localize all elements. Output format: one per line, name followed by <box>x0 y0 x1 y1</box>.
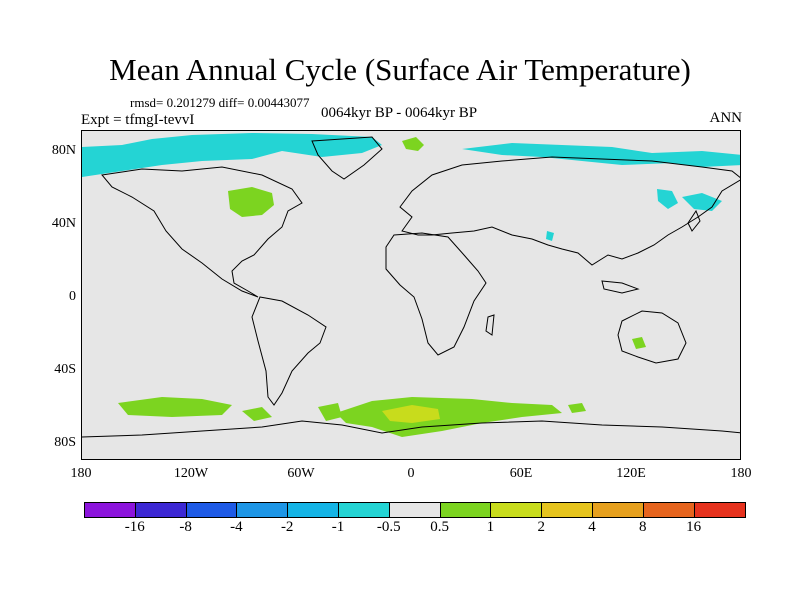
colorbar-label: 0.5 <box>430 519 449 535</box>
coastlines <box>82 136 740 438</box>
y-tick-label: 80N <box>51 143 76 158</box>
y-tick-label: 40S <box>54 362 76 377</box>
colorbar-box <box>338 503 390 517</box>
colorbar-box <box>542 503 593 517</box>
antarctic-warm-band <box>118 397 232 417</box>
colorbar-box <box>643 503 695 517</box>
period-label: 0064kyr BP - 0064kyr BP <box>321 105 478 121</box>
arctic-cool-band <box>82 133 382 177</box>
colorbar-box <box>288 503 339 517</box>
colorbar-box <box>186 503 238 517</box>
arctic-cool-band <box>462 143 740 167</box>
y-tick-label: 0 <box>69 289 76 304</box>
colorbar-label: -8 <box>179 519 192 535</box>
stats-text: rmsd= 0.201279 diff= 0.00443077 <box>130 95 310 110</box>
antarctic-warm-band <box>318 403 342 421</box>
colorbar-label: 8 <box>639 519 647 535</box>
north-america-warm-patch <box>228 187 274 217</box>
antarctic-core <box>382 405 440 423</box>
colorbar-label: -4 <box>230 519 243 535</box>
antarctic-warm-band <box>568 403 586 413</box>
x-tick-label: 60W <box>287 466 315 481</box>
x-tick-label: 180 <box>70 466 92 481</box>
colorbar <box>84 502 747 518</box>
map-svg <box>82 133 740 438</box>
colorbar-box <box>135 503 187 517</box>
colorbar-label: -1 <box>331 519 345 535</box>
experiment-label: Expt = tfmgI-tevvI <box>81 112 195 128</box>
colorbar-label: 2 <box>537 519 545 535</box>
greenland-warm-patch <box>402 137 424 151</box>
colorbar-box <box>85 503 136 517</box>
y-tick-label: 40N <box>51 216 76 231</box>
colorbar-box <box>237 503 289 517</box>
x-tick-label: 180 <box>730 466 752 481</box>
x-tick-label: 60E <box>509 466 533 481</box>
colorbar-box <box>491 503 543 517</box>
colorbar-box <box>694 503 746 517</box>
antarctic-warm-band <box>242 407 272 421</box>
colorbar-box <box>440 503 492 517</box>
colorbar-label: 1 <box>486 519 495 535</box>
arctic-cool-band <box>657 189 678 209</box>
colorbar-label: -0.5 <box>376 519 401 535</box>
antarctic-warm-band <box>336 397 562 437</box>
season-label: ANN <box>709 110 743 126</box>
map-frame <box>81 130 741 460</box>
colorbar-label: 4 <box>588 519 596 535</box>
east-asia-cool-patch <box>682 193 722 211</box>
colorbar-box <box>592 503 644 517</box>
x-tick-label: 0 <box>407 466 415 481</box>
colorbar-label: 16 <box>686 519 702 535</box>
y-tick-label: 80S <box>54 435 76 450</box>
arctic-cool-band <box>546 231 554 241</box>
map-title: Mean Annual Cycle (Surface Air Temperatu… <box>109 52 691 87</box>
colorbar-label: -2 <box>280 519 294 535</box>
colorbar-box <box>389 503 441 517</box>
x-tick-label: 120W <box>173 466 209 481</box>
x-tick-label: 120E <box>616 466 646 481</box>
colorbar-label: -16 <box>124 519 145 535</box>
australia-warm-patch <box>632 337 646 349</box>
